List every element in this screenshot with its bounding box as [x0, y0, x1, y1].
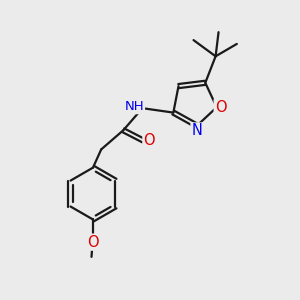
Text: O: O	[87, 235, 99, 250]
Text: O: O	[143, 133, 155, 148]
Text: NH: NH	[124, 100, 144, 113]
Text: O: O	[215, 100, 226, 115]
Text: N: N	[191, 124, 203, 139]
